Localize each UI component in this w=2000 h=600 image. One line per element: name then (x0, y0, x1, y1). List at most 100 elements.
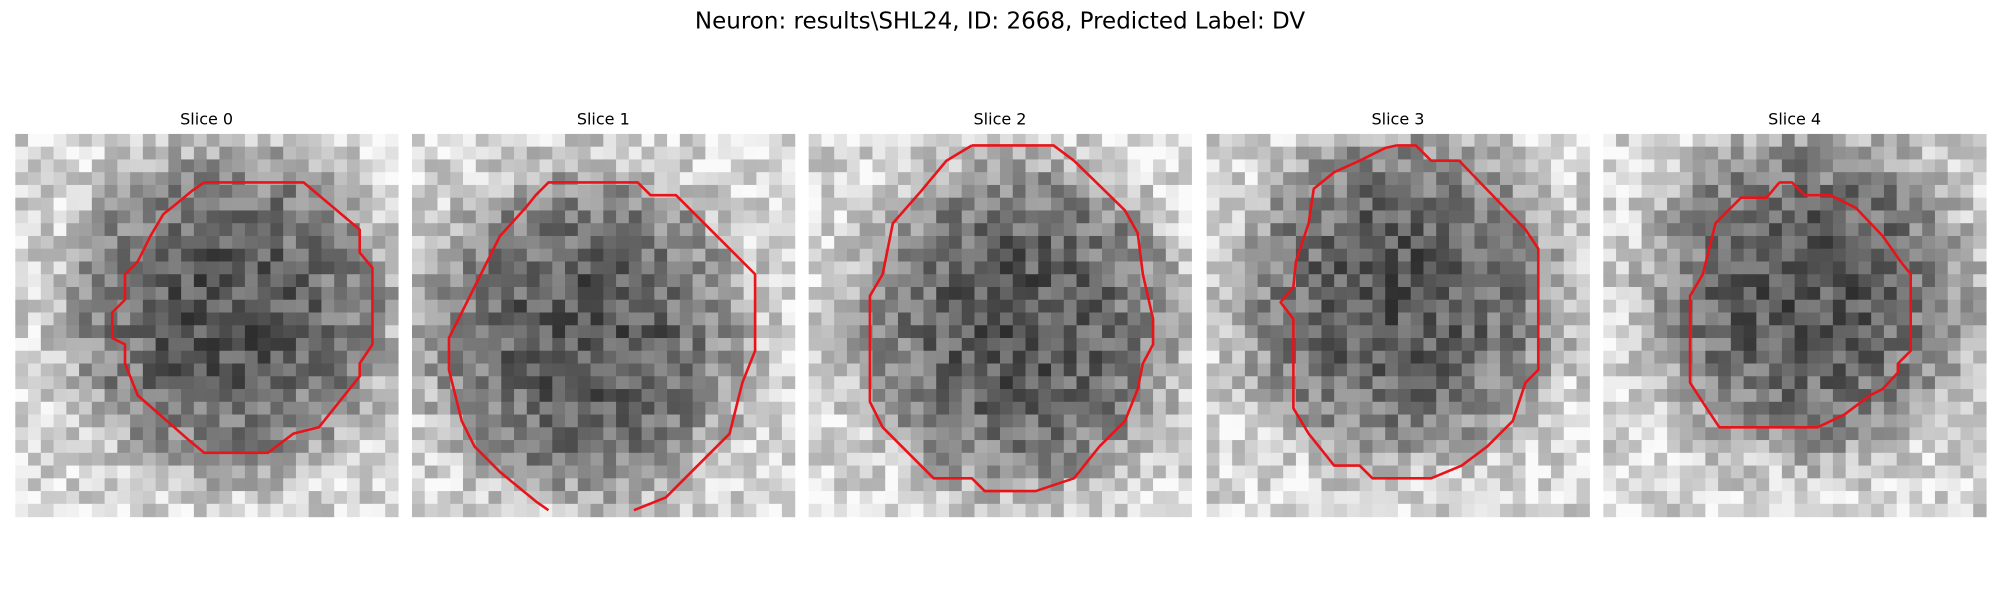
pixel (1232, 452, 1246, 467)
pixel (1334, 363, 1348, 377)
pixel (1718, 478, 1732, 492)
pixel (590, 350, 604, 365)
pixel (463, 401, 477, 416)
pixel (244, 210, 259, 224)
pixel (168, 210, 182, 224)
pixel (718, 197, 732, 212)
pixel (372, 465, 386, 479)
pixel (1551, 389, 1565, 403)
pixel (1219, 401, 1233, 416)
pixel (1178, 235, 1192, 250)
pixel (1922, 363, 1936, 377)
pixel (1616, 286, 1630, 301)
pixel (654, 414, 668, 428)
pixel (346, 312, 361, 326)
pixel (53, 210, 67, 224)
pixel (219, 478, 233, 492)
pixel (1654, 146, 1668, 161)
pixel (1654, 210, 1668, 224)
pixel (1321, 274, 1335, 288)
pixel (1206, 197, 1220, 212)
pixel (1922, 338, 1936, 352)
pixel (872, 172, 886, 186)
pixel (1667, 133, 1681, 148)
pixel (1321, 503, 1335, 518)
pixel (257, 478, 272, 492)
pixel (450, 223, 464, 237)
pixel (1270, 210, 1284, 224)
pixel (769, 172, 783, 186)
pixel (514, 248, 528, 263)
pixel (104, 414, 118, 428)
pixel (206, 223, 220, 237)
pixel (885, 274, 899, 288)
pixel (270, 338, 284, 352)
pixel (872, 440, 886, 454)
pixel (1063, 223, 1078, 237)
pixel (1679, 261, 1694, 275)
pixel (193, 312, 208, 326)
pixel (641, 248, 655, 263)
pixel (1769, 159, 1783, 173)
pixel (66, 363, 80, 377)
pixel (1551, 197, 1565, 212)
pixel (1114, 159, 1129, 173)
pixel (1654, 401, 1668, 416)
pixel (385, 338, 399, 352)
pixel (705, 503, 719, 518)
pixel (117, 503, 131, 518)
pixel (130, 223, 144, 237)
pixel (552, 197, 566, 212)
pixel (450, 197, 464, 212)
pixel (1257, 491, 1272, 505)
pixel (923, 452, 937, 467)
pixel (539, 312, 553, 326)
pixel (1038, 223, 1052, 237)
pixel (1102, 299, 1116, 314)
pixel (66, 210, 80, 224)
pixel (1165, 452, 1180, 467)
pixel (1461, 184, 1476, 199)
pixel (1063, 389, 1078, 403)
pixel (859, 491, 874, 505)
pixel (1461, 210, 1476, 224)
pixel (1909, 376, 1923, 390)
pixel (1076, 478, 1090, 492)
pixel (1781, 235, 1796, 250)
pixel (1346, 261, 1361, 275)
pixel (1603, 133, 1617, 148)
pixel (1051, 414, 1065, 428)
pixel (463, 184, 477, 199)
pixel (1538, 414, 1552, 428)
pixel (1654, 299, 1668, 314)
pixel (1206, 133, 1220, 148)
pixel (1448, 376, 1463, 390)
pixel (885, 299, 899, 314)
pixel (1153, 414, 1167, 428)
pixel (1603, 248, 1617, 263)
pixel (552, 452, 566, 467)
pixel (1616, 133, 1630, 148)
pixel (1487, 248, 1501, 263)
pixel (1960, 235, 1974, 250)
pixel (181, 274, 195, 288)
pixel (1178, 248, 1192, 263)
pixel (539, 325, 553, 339)
pixel (1512, 299, 1527, 314)
pixel (1500, 363, 1514, 377)
pixel (437, 491, 451, 505)
pixel (654, 503, 668, 518)
pixel (1500, 427, 1514, 441)
pixel (346, 299, 361, 314)
pixel (628, 261, 643, 275)
pixel (463, 172, 477, 186)
pixel (437, 325, 451, 339)
pixel (1102, 210, 1116, 224)
pixel (974, 452, 988, 467)
pixel (781, 312, 796, 326)
pixel (1563, 440, 1578, 454)
pixel (679, 376, 694, 390)
pixel (1896, 478, 1911, 492)
pixel (885, 401, 899, 416)
pixel (283, 210, 297, 224)
